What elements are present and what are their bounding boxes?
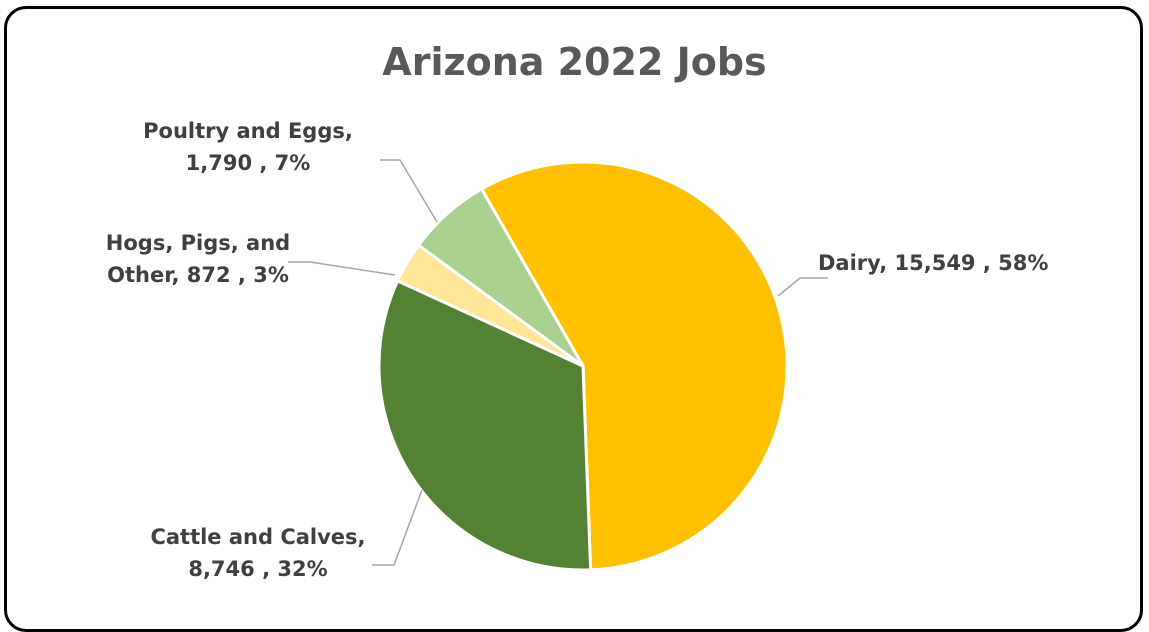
- leader-line: [777, 277, 828, 297]
- data-label: Cattle and Calves, 8,746 , 32%: [150, 525, 365, 581]
- pie-slices: [377, 160, 789, 572]
- pie-slice-cattle-and-calves: [377, 278, 593, 572]
- data-label: Dairy, 15,549 , 58%: [818, 251, 1048, 275]
- data-label: Hogs, Pigs, and Other, 872 , 3%: [106, 231, 290, 287]
- leader-line: [288, 261, 396, 276]
- pie-slice-poultry-and-eggs: [416, 186, 585, 368]
- data-labels: Dairy, 15,549 , 58% Cattle and Calves, 8,7…: [106, 119, 1049, 581]
- leader-line: [380, 159, 438, 223]
- leader-lines: [288, 159, 828, 566]
- data-label: Poultry and Eggs, 1,790 , 7%: [143, 119, 353, 175]
- chart-title: Arizona 2022 Jobs: [382, 40, 767, 84]
- pie-slice-dairy: [479, 160, 789, 572]
- leader-line: [372, 489, 423, 566]
